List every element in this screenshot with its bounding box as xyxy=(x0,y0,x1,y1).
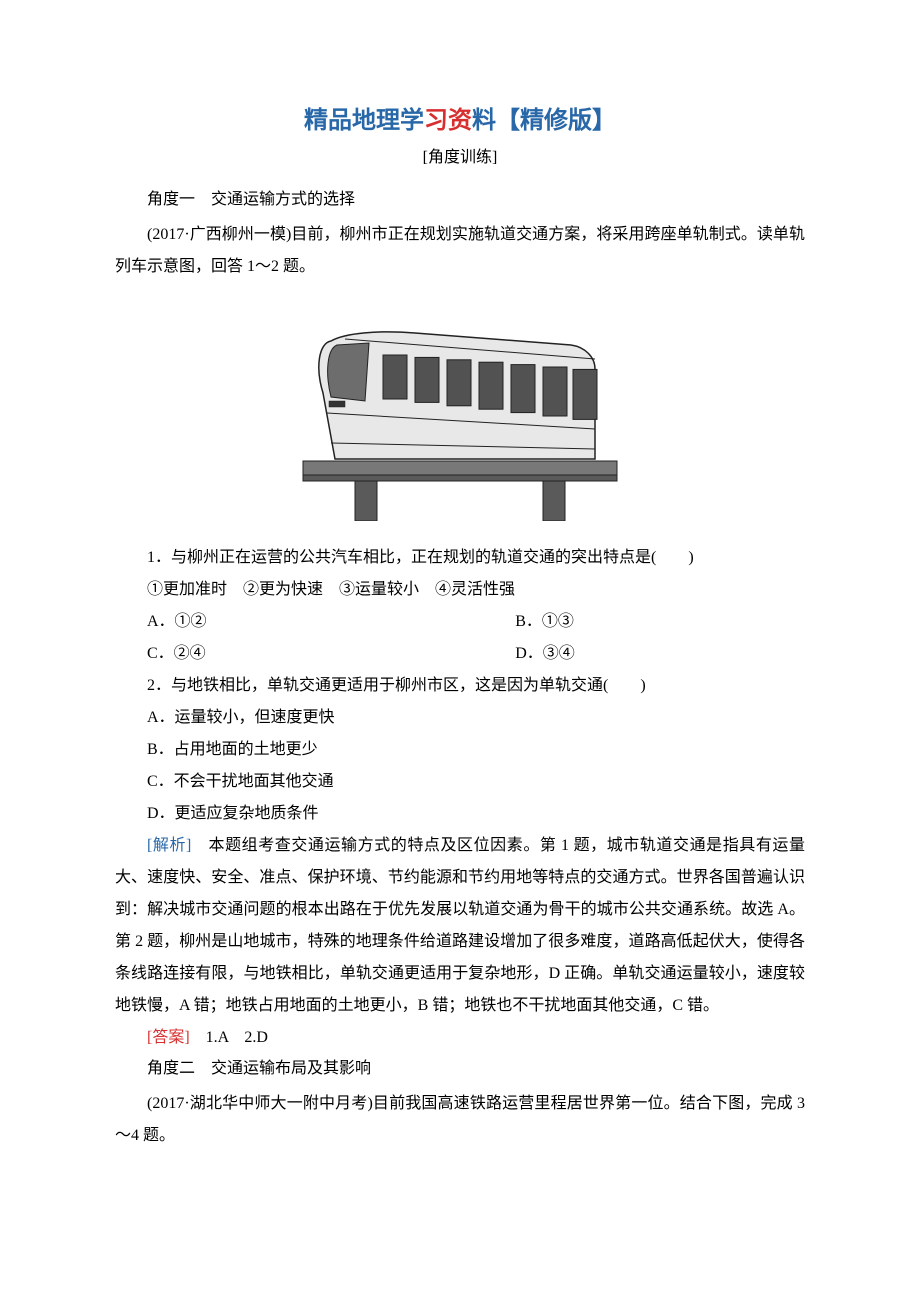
q1-opt-d: D．③④ xyxy=(515,638,805,670)
analysis-block: [解析] 本题组考查交通运输方式的特点及区位因素。第 1 题，城市轨道交通是指具… xyxy=(115,830,805,1022)
analysis-text: 本题组考查交通运输方式的特点及区位因素。第 1 题，城市轨道交通是指具有运量大、… xyxy=(115,837,805,1014)
q1-row-ab: A．①② B．①③ xyxy=(115,606,805,638)
q2-opt-d: D．更适应复杂地质条件 xyxy=(115,798,805,830)
intro-2: (2017·湖北华中师大一附中月考)目前我国高速铁路运营里程居世界第一位。结合下… xyxy=(115,1088,805,1152)
q2-opt-b: B．占用地面的土地更少 xyxy=(115,734,805,766)
answer-text: 1.A 2.D xyxy=(190,1029,268,1046)
q1-opt-c: C．②④ xyxy=(115,638,515,670)
q1-sub: ①更加准时 ②更为快速 ③运量较小 ④灵活性强 xyxy=(115,574,805,606)
angle-2-heading: 角度二 交通运输布局及其影响 xyxy=(115,1054,805,1078)
q2-opt-c: C．不会干扰地面其他交通 xyxy=(115,766,805,798)
intro-1: (2017·广西柳州一模)目前，柳州市正在规划实施轨道交通方案，将采用跨座单轨制… xyxy=(115,219,805,283)
subtitle: [角度训练] xyxy=(115,143,805,167)
analysis-label: [解析] xyxy=(147,837,191,854)
q1-row-cd: C．②④ D．③④ xyxy=(115,638,805,670)
answer-label: [答案] xyxy=(147,1029,190,1046)
q2-opt-a: A．运量较小，但速度更快 xyxy=(115,702,805,734)
title-mid: 习资 xyxy=(424,107,472,134)
q1-opt-b: B．①③ xyxy=(515,606,805,638)
title-right: 料【精修版】 xyxy=(472,107,616,134)
q1-opt-a: A．①② xyxy=(115,606,515,638)
title-left: 精品地理学 xyxy=(304,107,424,134)
monorail-figure xyxy=(115,293,805,526)
angle-1-heading: 角度一 交通运输方式的选择 xyxy=(115,185,805,209)
answer-block: [答案] 1.A 2.D xyxy=(115,1022,805,1054)
q2-stem: 2．与地铁相比，单轨交通更适用于柳州市区，这是因为单轨交通( ) xyxy=(115,670,805,702)
page-title: 精品地理学习资料【精修版】 xyxy=(115,100,805,135)
q1-stem: 1．与柳州正在运营的公共汽车相比，正在规划的轨道交通的突出特点是( ) xyxy=(115,542,805,574)
